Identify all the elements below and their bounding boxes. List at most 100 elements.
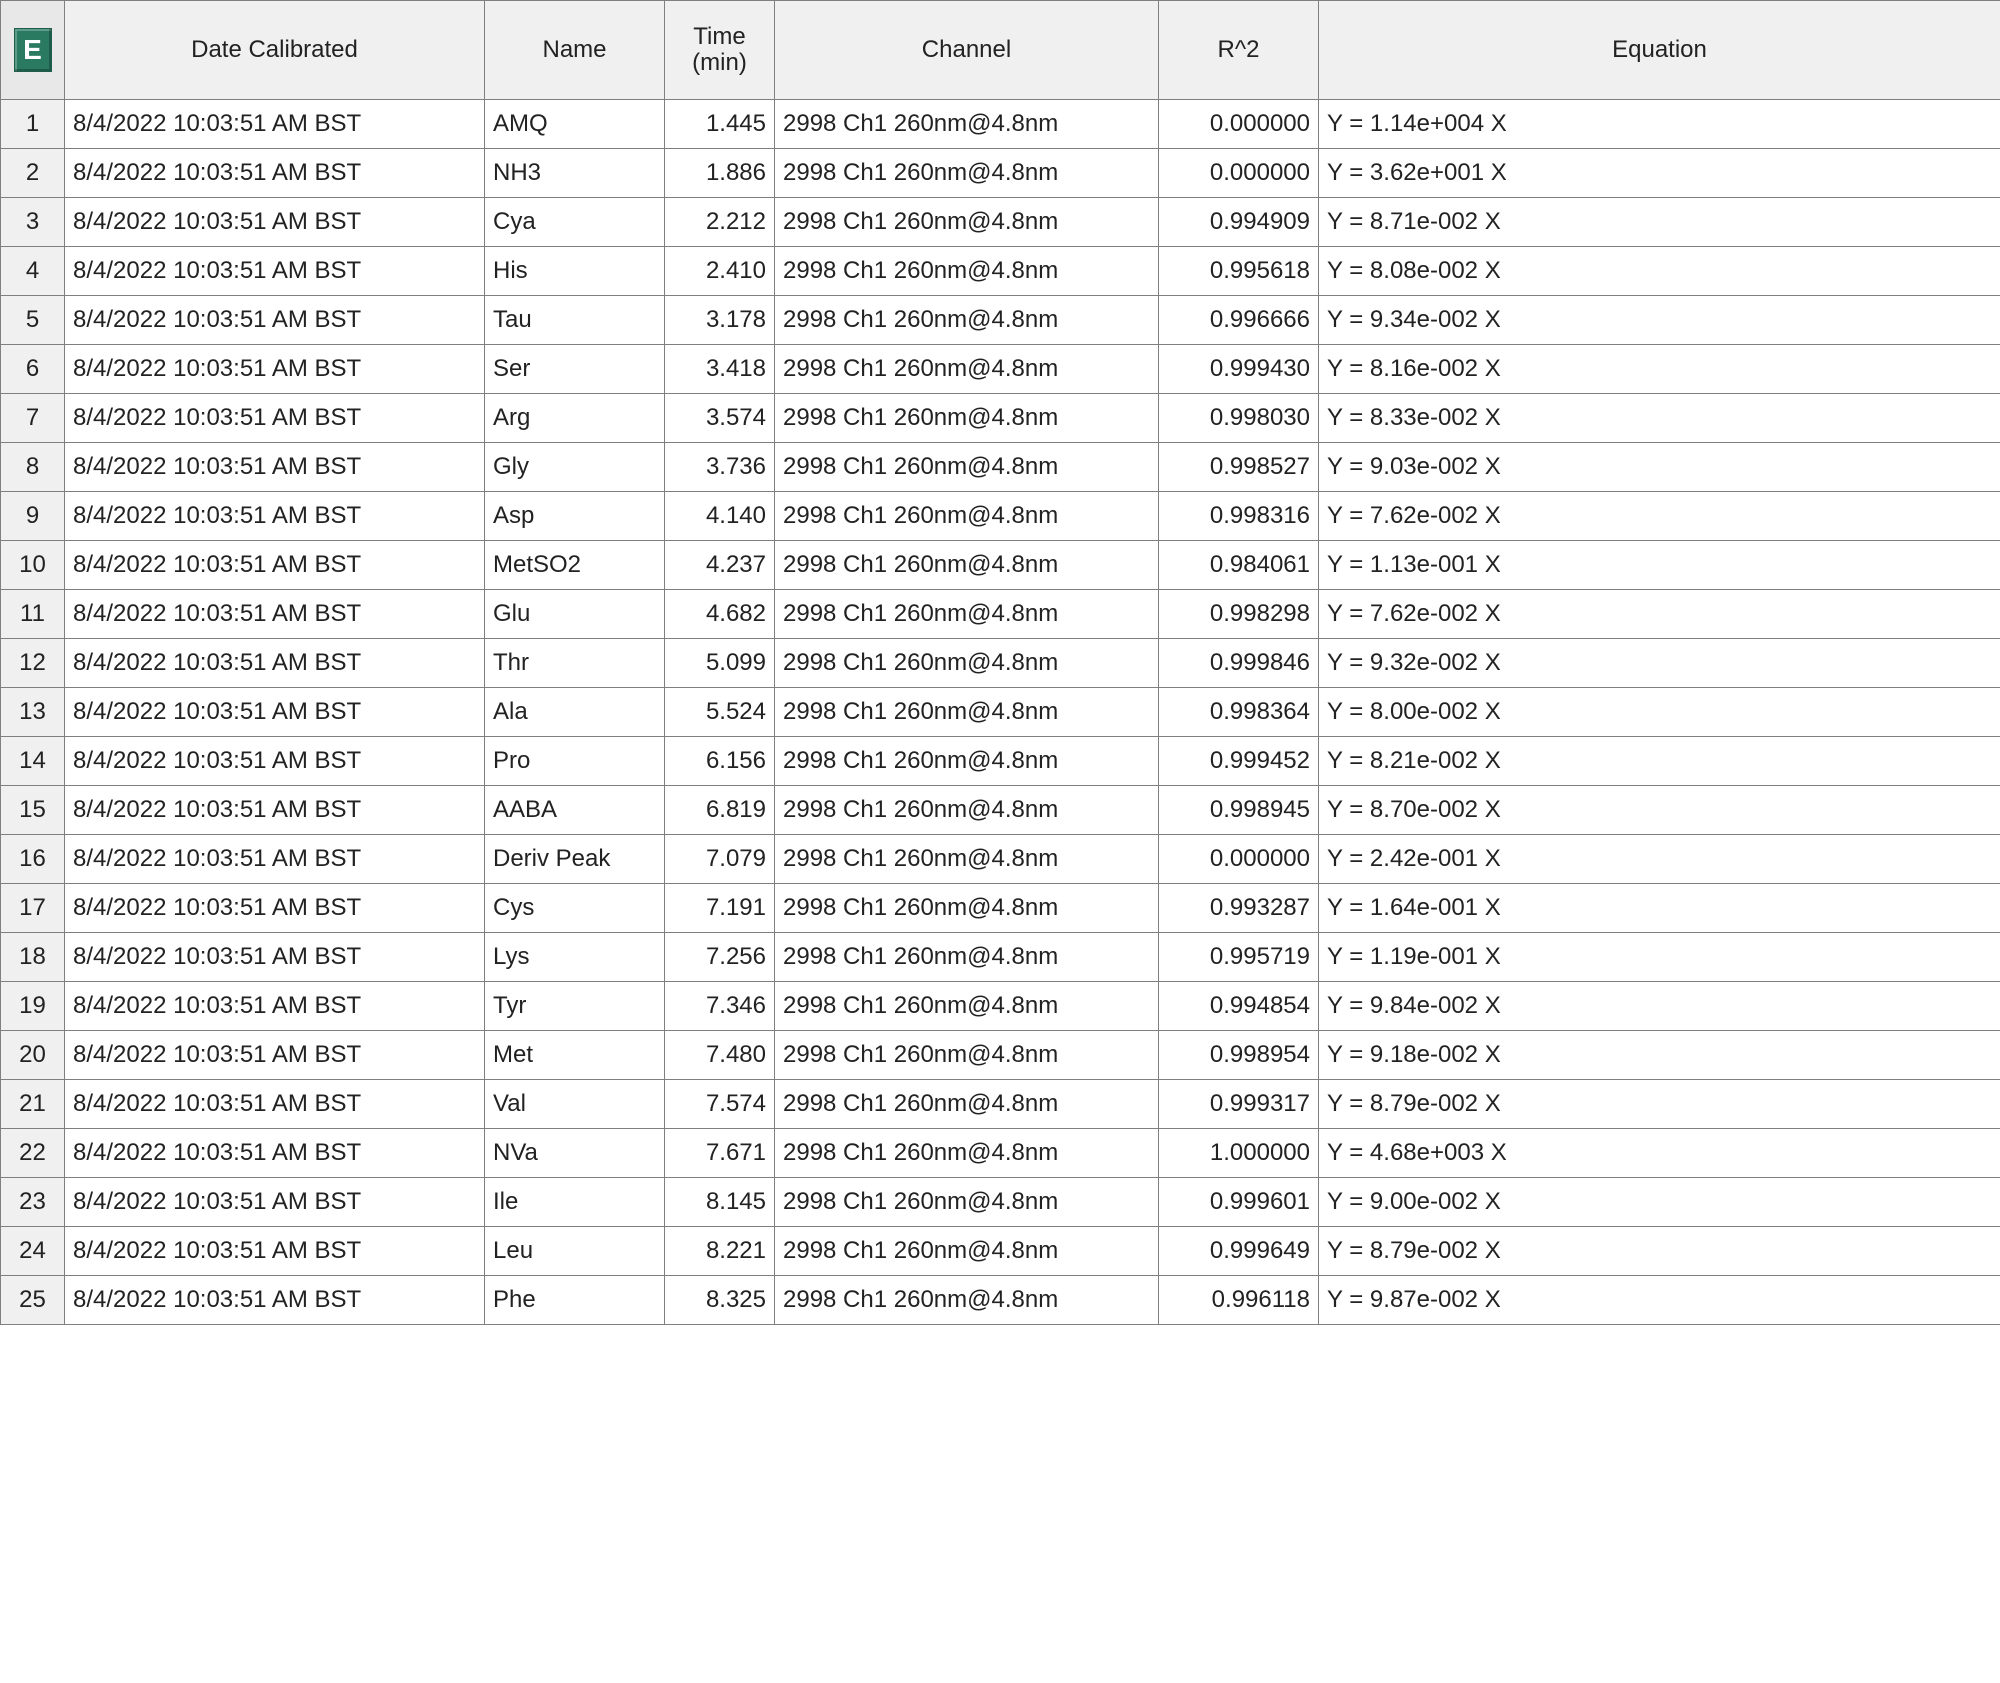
cell-equation[interactable]: Y = 9.34e-002 X [1319, 296, 2000, 345]
cell-date[interactable]: 8/4/2022 10:03:51 AM BST [65, 149, 485, 198]
cell-channel[interactable]: 2998 Ch1 260nm@4.8nm [775, 1080, 1159, 1129]
table-row[interactable]: 58/4/2022 10:03:51 AM BSTTau3.1782998 Ch… [1, 296, 2000, 345]
cell-date[interactable]: 8/4/2022 10:03:51 AM BST [65, 933, 485, 982]
col-header-name[interactable]: Name [485, 1, 665, 100]
cell-date[interactable]: 8/4/2022 10:03:51 AM BST [65, 737, 485, 786]
cell-r2[interactable]: 0.999601 [1159, 1178, 1319, 1227]
cell-r2[interactable]: 0.993287 [1159, 884, 1319, 933]
cell-r2[interactable]: 0.998945 [1159, 786, 1319, 835]
cell-name[interactable]: Deriv Peak [485, 835, 665, 884]
cell-time[interactable]: 4.682 [665, 590, 775, 639]
cell-r2[interactable]: 0.995719 [1159, 933, 1319, 982]
cell-channel[interactable]: 2998 Ch1 260nm@4.8nm [775, 247, 1159, 296]
row-index[interactable]: 7 [1, 394, 65, 443]
cell-time[interactable]: 2.212 [665, 198, 775, 247]
row-index[interactable]: 11 [1, 590, 65, 639]
cell-equation[interactable]: Y = 1.13e-001 X [1319, 541, 2000, 590]
cell-equation[interactable]: Y = 8.70e-002 X [1319, 786, 2000, 835]
cell-equation[interactable]: Y = 8.16e-002 X [1319, 345, 2000, 394]
cell-date[interactable]: 8/4/2022 10:03:51 AM BST [65, 247, 485, 296]
cell-date[interactable]: 8/4/2022 10:03:51 AM BST [65, 345, 485, 394]
cell-time[interactable]: 1.886 [665, 149, 775, 198]
table-row[interactable]: 258/4/2022 10:03:51 AM BSTPhe8.3252998 C… [1, 1276, 2000, 1325]
cell-name[interactable]: Cys [485, 884, 665, 933]
cell-r2[interactable]: 0.998527 [1159, 443, 1319, 492]
cell-r2[interactable]: 0.998316 [1159, 492, 1319, 541]
cell-equation[interactable]: Y = 1.19e-001 X [1319, 933, 2000, 982]
cell-time[interactable]: 4.140 [665, 492, 775, 541]
cell-date[interactable]: 8/4/2022 10:03:51 AM BST [65, 639, 485, 688]
row-index[interactable]: 6 [1, 345, 65, 394]
cell-name[interactable]: Leu [485, 1227, 665, 1276]
cell-date[interactable]: 8/4/2022 10:03:51 AM BST [65, 1227, 485, 1276]
cell-equation[interactable]: Y = 8.79e-002 X [1319, 1227, 2000, 1276]
cell-r2[interactable]: 0.000000 [1159, 149, 1319, 198]
cell-time[interactable]: 7.079 [665, 835, 775, 884]
table-row[interactable]: 78/4/2022 10:03:51 AM BSTArg3.5742998 Ch… [1, 394, 2000, 443]
cell-name[interactable]: Pro [485, 737, 665, 786]
cell-time[interactable]: 2.410 [665, 247, 775, 296]
cell-date[interactable]: 8/4/2022 10:03:51 AM BST [65, 198, 485, 247]
cell-r2[interactable]: 0.999452 [1159, 737, 1319, 786]
cell-equation[interactable]: Y = 9.87e-002 X [1319, 1276, 2000, 1325]
table-row[interactable]: 198/4/2022 10:03:51 AM BSTTyr7.3462998 C… [1, 982, 2000, 1031]
cell-time[interactable]: 6.156 [665, 737, 775, 786]
cell-channel[interactable]: 2998 Ch1 260nm@4.8nm [775, 639, 1159, 688]
table-row[interactable]: 228/4/2022 10:03:51 AM BSTNVa7.6712998 C… [1, 1129, 2000, 1178]
cell-r2[interactable]: 0.998954 [1159, 1031, 1319, 1080]
cell-equation[interactable]: Y = 7.62e-002 X [1319, 492, 2000, 541]
cell-channel[interactable]: 2998 Ch1 260nm@4.8nm [775, 1031, 1159, 1080]
cell-time[interactable]: 1.445 [665, 100, 775, 149]
row-index[interactable]: 4 [1, 247, 65, 296]
cell-channel[interactable]: 2998 Ch1 260nm@4.8nm [775, 884, 1159, 933]
cell-channel[interactable]: 2998 Ch1 260nm@4.8nm [775, 149, 1159, 198]
row-index[interactable]: 19 [1, 982, 65, 1031]
cell-equation[interactable]: Y = 8.21e-002 X [1319, 737, 2000, 786]
cell-name[interactable]: Arg [485, 394, 665, 443]
cell-r2[interactable]: 0.998364 [1159, 688, 1319, 737]
row-index[interactable]: 14 [1, 737, 65, 786]
cell-time[interactable]: 3.418 [665, 345, 775, 394]
cell-date[interactable]: 8/4/2022 10:03:51 AM BST [65, 541, 485, 590]
cell-equation[interactable]: Y = 8.71e-002 X [1319, 198, 2000, 247]
cell-channel[interactable]: 2998 Ch1 260nm@4.8nm [775, 737, 1159, 786]
cell-channel[interactable]: 2998 Ch1 260nm@4.8nm [775, 786, 1159, 835]
cell-r2[interactable]: 0.999430 [1159, 345, 1319, 394]
cell-name[interactable]: Asp [485, 492, 665, 541]
cell-time[interactable]: 8.221 [665, 1227, 775, 1276]
cell-equation[interactable]: Y = 3.62e+001 X [1319, 149, 2000, 198]
table-row[interactable]: 158/4/2022 10:03:51 AM BSTAABA6.8192998 … [1, 786, 2000, 835]
cell-date[interactable]: 8/4/2022 10:03:51 AM BST [65, 1276, 485, 1325]
cell-equation[interactable]: Y = 7.62e-002 X [1319, 590, 2000, 639]
cell-date[interactable]: 8/4/2022 10:03:51 AM BST [65, 296, 485, 345]
row-index[interactable]: 10 [1, 541, 65, 590]
cell-channel[interactable]: 2998 Ch1 260nm@4.8nm [775, 982, 1159, 1031]
table-row[interactable]: 108/4/2022 10:03:51 AM BSTMetSO24.237299… [1, 541, 2000, 590]
row-index[interactable]: 23 [1, 1178, 65, 1227]
table-row[interactable]: 38/4/2022 10:03:51 AM BSTCya2.2122998 Ch… [1, 198, 2000, 247]
row-index[interactable]: 24 [1, 1227, 65, 1276]
cell-channel[interactable]: 2998 Ch1 260nm@4.8nm [775, 100, 1159, 149]
cell-name[interactable]: Lys [485, 933, 665, 982]
col-header-equation[interactable]: Equation [1319, 1, 2000, 100]
cell-name[interactable]: Ser [485, 345, 665, 394]
row-index[interactable]: 3 [1, 198, 65, 247]
cell-name[interactable]: His [485, 247, 665, 296]
cell-r2[interactable]: 0.994854 [1159, 982, 1319, 1031]
cell-date[interactable]: 8/4/2022 10:03:51 AM BST [65, 100, 485, 149]
cell-name[interactable]: AABA [485, 786, 665, 835]
table-row[interactable]: 168/4/2022 10:03:51 AM BSTDeriv Peak7.07… [1, 835, 2000, 884]
cell-name[interactable]: Tau [485, 296, 665, 345]
cell-time[interactable]: 4.237 [665, 541, 775, 590]
cell-time[interactable]: 3.178 [665, 296, 775, 345]
table-row[interactable]: 208/4/2022 10:03:51 AM BSTMet7.4802998 C… [1, 1031, 2000, 1080]
cell-equation[interactable]: Y = 8.08e-002 X [1319, 247, 2000, 296]
cell-r2[interactable]: 0.996118 [1159, 1276, 1319, 1325]
cell-time[interactable]: 7.191 [665, 884, 775, 933]
table-row[interactable]: 88/4/2022 10:03:51 AM BSTGly3.7362998 Ch… [1, 443, 2000, 492]
table-row[interactable]: 128/4/2022 10:03:51 AM BSTThr5.0992998 C… [1, 639, 2000, 688]
cell-equation[interactable]: Y = 1.64e-001 X [1319, 884, 2000, 933]
cell-date[interactable]: 8/4/2022 10:03:51 AM BST [65, 982, 485, 1031]
row-index[interactable]: 13 [1, 688, 65, 737]
cell-date[interactable]: 8/4/2022 10:03:51 AM BST [65, 786, 485, 835]
